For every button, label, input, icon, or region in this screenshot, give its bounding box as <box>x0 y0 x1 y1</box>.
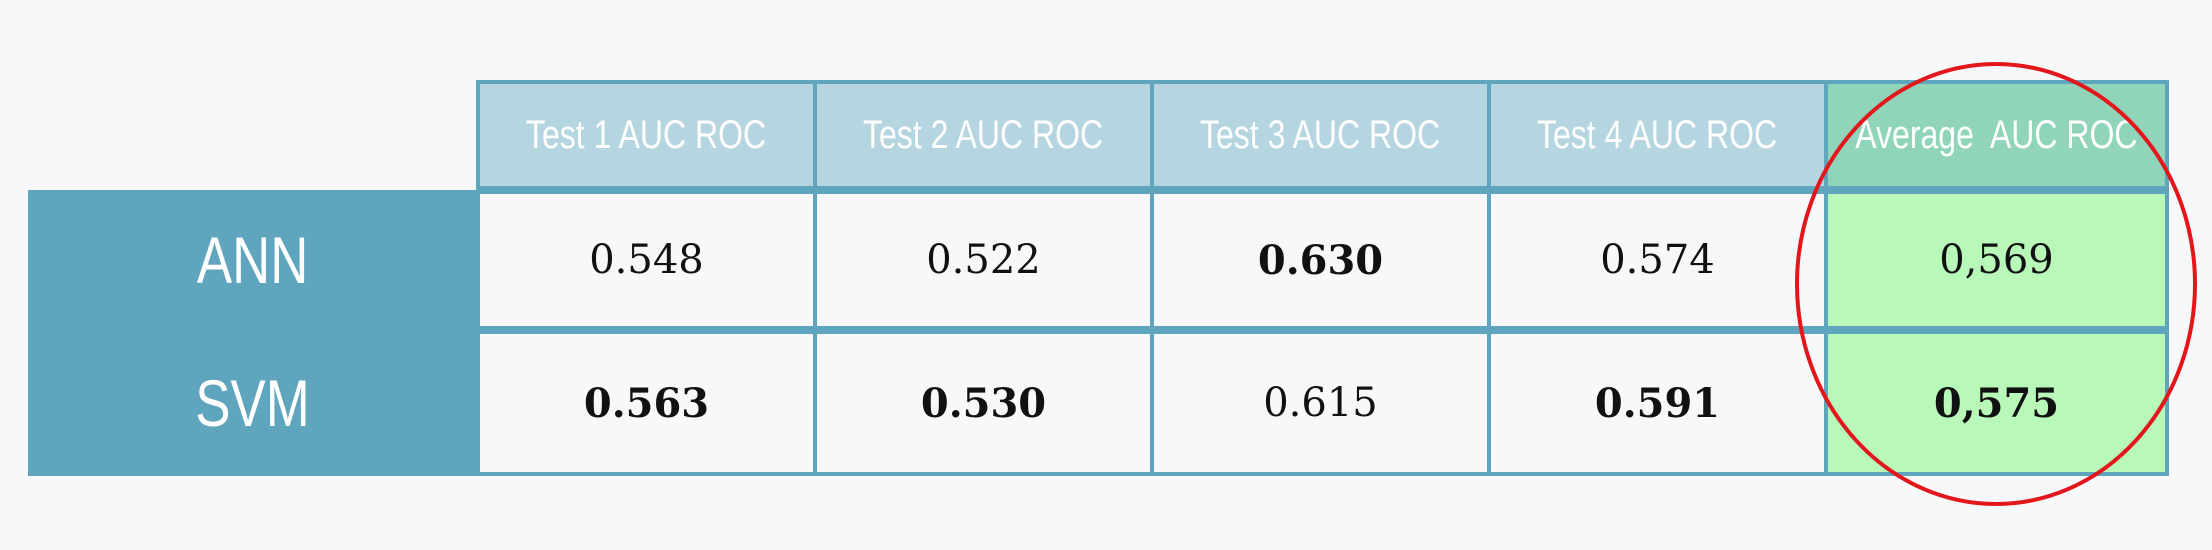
table-cell-svm-average: 0,575 <box>1824 330 2169 476</box>
table-cell-svm-test-2: 0.530 <box>813 330 1154 476</box>
table-cell-ann-test-3: 0.630 <box>1150 190 1491 330</box>
highlight-ellipse-shape <box>1795 62 2197 506</box>
column-header-label: Test 1 AUC ROC <box>526 112 767 157</box>
column-header-label: Average AUC ROC <box>1855 112 2138 157</box>
column-header-average: Average AUC ROC <box>1824 80 2169 190</box>
row-header-svm: SVM <box>28 330 478 476</box>
column-header-test-1: Test 1 AUC ROC <box>476 80 817 190</box>
row-header-svm-label: SVM <box>195 366 311 440</box>
table-cell-ann-test-2: 0.522 <box>813 190 1154 330</box>
row-header-ann-label: ANN <box>197 223 309 297</box>
table-cell-svm-test-3: 0.615 <box>1150 330 1491 476</box>
column-header-label: Test 3 AUC ROC <box>1200 112 1441 157</box>
table-cell-ann-average: 0,569 <box>1824 190 2169 330</box>
row-header-svm-bg <box>28 330 478 476</box>
column-header-label: Test 2 AUC ROC <box>863 112 1104 157</box>
row-header-ann-bg <box>28 190 478 330</box>
table-cell-svm-test-4: 0.591 <box>1487 330 1828 476</box>
table-cell-svm-test-1: 0.563 <box>476 330 817 476</box>
column-header-label: Test 4 AUC ROC <box>1537 112 1778 157</box>
row-header-ann: ANN <box>28 190 478 330</box>
column-header-test-3: Test 3 AUC ROC <box>1150 80 1491 190</box>
column-header-test-4: Test 4 AUC ROC <box>1487 80 1828 190</box>
table-cell-ann-test-4: 0.574 <box>1487 190 1828 330</box>
